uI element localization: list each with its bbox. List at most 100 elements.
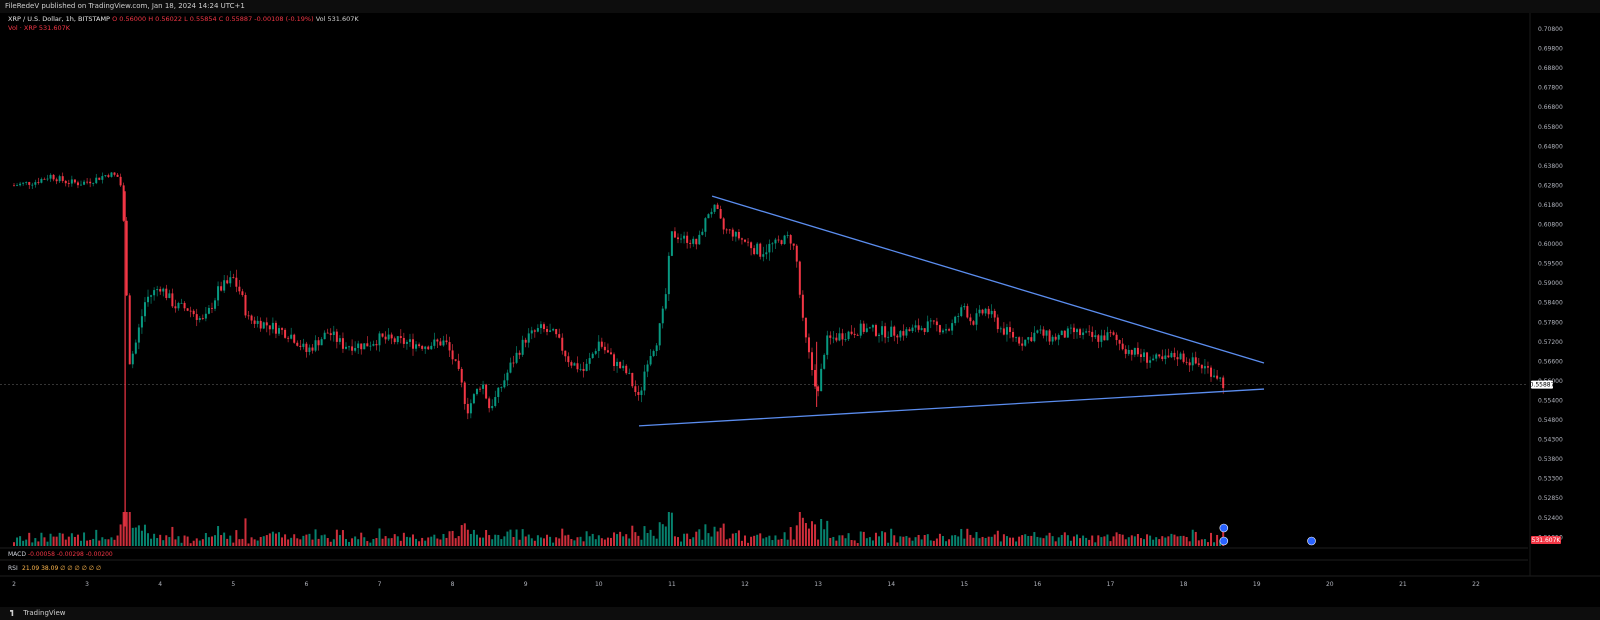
candle-body	[704, 218, 707, 232]
volume-bar	[421, 537, 424, 546]
volume-bar	[1069, 540, 1072, 546]
volume-bar	[984, 537, 987, 546]
candle-body	[1057, 335, 1060, 340]
candle-body	[536, 328, 539, 332]
time-tick-label: 5	[231, 581, 235, 588]
volume-bar	[856, 543, 859, 546]
volume-bar	[966, 528, 969, 546]
indicator-panes: MACD -0.00058 -0.00298 -0.00200 RSI 21.09 3…	[8, 551, 113, 572]
time-tick-label: 11	[668, 581, 676, 588]
candle-body	[137, 327, 140, 343]
volume-bar	[521, 529, 524, 546]
volume-bar	[125, 512, 128, 546]
candle-body	[73, 179, 76, 183]
time-tick-label: 20	[1326, 581, 1334, 588]
volume-bar	[878, 536, 881, 546]
volume-bar	[277, 532, 280, 546]
volume-bar	[1063, 532, 1066, 546]
volume-bar	[948, 539, 951, 546]
candle-body	[488, 398, 491, 409]
volume-bar	[667, 512, 670, 546]
volume-bar	[740, 540, 743, 546]
volume-bar	[954, 535, 957, 546]
candle-body	[357, 343, 360, 349]
volume-bar	[448, 531, 451, 546]
time-tick-label: 22	[1472, 581, 1480, 588]
candle-body	[363, 343, 366, 350]
volume-bar	[676, 537, 679, 546]
symbol-label[interactable]: XRP / U.S. Dollar, 1h, BITSTAMP	[8, 15, 110, 23]
candle-body	[503, 380, 506, 388]
candle-body	[938, 325, 941, 333]
candle-body	[214, 300, 217, 309]
volume-bar	[579, 536, 582, 546]
candle-body	[911, 327, 914, 332]
candle-body	[1072, 327, 1075, 333]
candle-body	[399, 336, 402, 338]
volume-bar	[637, 535, 640, 546]
candle-body	[771, 243, 774, 245]
candle-body	[1103, 335, 1106, 341]
candle-body	[189, 310, 192, 312]
volume-bar	[393, 534, 396, 546]
price-tick-label: 0.59500	[1538, 261, 1563, 268]
volume-bar	[1030, 535, 1033, 546]
volume-bar	[274, 533, 277, 546]
volume-bar	[1124, 539, 1127, 546]
volume-bar	[284, 534, 287, 546]
candle-body	[396, 336, 399, 343]
volume-bar	[564, 535, 567, 546]
volume-bar	[28, 532, 31, 546]
volume-bar	[16, 537, 19, 546]
volume-bar	[765, 537, 768, 546]
volume-bar	[1024, 534, 1027, 546]
candle-body	[917, 325, 920, 330]
volume-bar	[646, 532, 649, 546]
candle-body	[387, 334, 390, 340]
volume-bar	[801, 517, 804, 546]
price-tick-label: 0.60000	[1538, 241, 1563, 248]
volume-bar	[98, 540, 101, 546]
volume-bar	[993, 534, 996, 546]
time-axis: 2 3 4 5 6 7 8 9 10 11 12 13 14 15 16 17 18 19 20 21 22	[12, 581, 1480, 588]
time-tick-label: 9	[524, 581, 528, 588]
candle-body	[634, 386, 637, 393]
candle-body	[201, 318, 204, 319]
candle-body	[1130, 349, 1133, 355]
candle-body	[1024, 339, 1027, 346]
time-tick-label: 3	[85, 581, 89, 588]
volume-bar	[1002, 534, 1005, 546]
last-price-badge-text: 0.55887	[1530, 382, 1555, 389]
candle-body	[871, 325, 874, 328]
candle-body	[960, 307, 963, 317]
candle-body	[996, 317, 999, 330]
candle-body	[16, 185, 19, 187]
volume-bar	[55, 536, 58, 546]
volume-bar	[305, 534, 308, 546]
volume-bar	[189, 543, 192, 546]
candle-body	[929, 320, 932, 322]
volume-bar	[804, 523, 807, 546]
candle-body	[430, 345, 433, 350]
event-marker-icon	[1219, 523, 1229, 533]
candle-body	[673, 231, 676, 238]
volume-bar	[485, 530, 488, 546]
volume-bar	[357, 539, 360, 546]
candle-body	[576, 363, 579, 370]
candle-body	[972, 321, 975, 325]
volume-bar	[1118, 534, 1121, 546]
volume-bar	[1146, 534, 1149, 546]
candle-body	[156, 289, 159, 291]
volume-bar	[287, 539, 290, 546]
volume-bar	[229, 535, 232, 546]
candle-body	[539, 324, 542, 329]
volume-bar	[680, 541, 683, 546]
volume-bar	[1210, 532, 1213, 546]
price-tick-label: 0.63800	[1538, 163, 1563, 170]
candle-body	[1188, 362, 1191, 366]
ohlc-values: O 0.56000 H 0.56022 L 0.55854 C 0.55887 …	[112, 15, 314, 23]
volume-bar	[89, 539, 92, 546]
volume-bar	[131, 527, 134, 546]
candle-body	[1091, 331, 1094, 338]
